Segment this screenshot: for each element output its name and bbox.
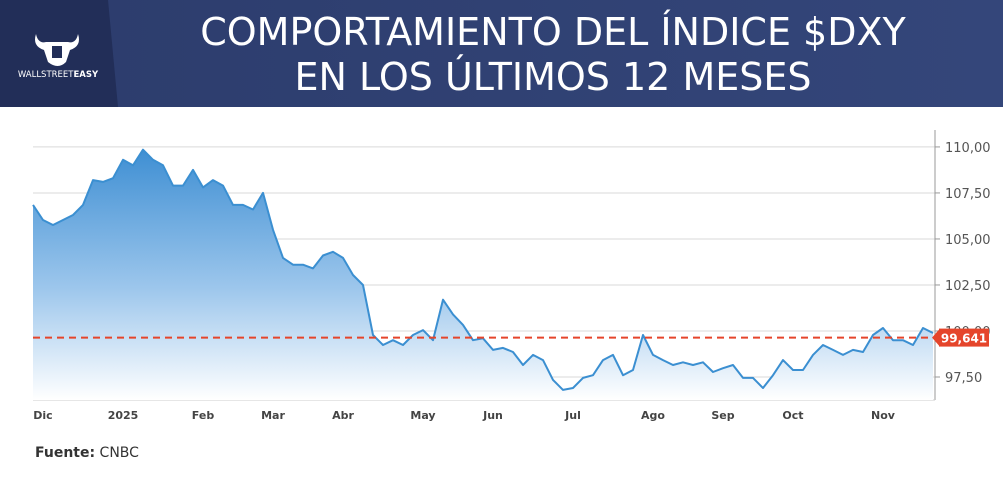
- x-tick-label: Sep: [711, 409, 734, 422]
- x-tick-label: Mar: [261, 409, 285, 422]
- logo-part: WALLSTREET: [18, 70, 74, 80]
- area: [33, 149, 933, 400]
- x-tick-label: Ago: [641, 409, 665, 422]
- y-tick-label: 107,50: [945, 187, 991, 202]
- x-tick-label: Jul: [564, 409, 581, 422]
- header: [0, 0, 1003, 107]
- reference-label-box: [939, 328, 989, 347]
- y-tick-label: 97,50: [945, 371, 982, 386]
- y-tick-label: 105,00: [945, 233, 991, 248]
- x-tick-label: Dic: [33, 409, 52, 422]
- y-tick-label: 102,50: [945, 279, 991, 294]
- source: Fuente: CNBC: [35, 445, 139, 461]
- x-tick-label: Feb: [192, 409, 215, 422]
- logo-icon: [35, 34, 79, 66]
- source-value: CNBC: [100, 445, 140, 461]
- y-tick-label: 110,00: [945, 141, 991, 156]
- chart-title: EN LOS ÚLTIMOS 12 MESES: [295, 55, 812, 99]
- x-tick-label: Nov: [871, 409, 896, 422]
- x-tick-label: May: [410, 409, 435, 422]
- source-label: Fuente:: [35, 445, 95, 461]
- logo-part: EASY: [73, 70, 99, 80]
- x-tick-label: Jun: [482, 409, 503, 422]
- x-tick-label: 2025: [108, 409, 139, 422]
- reference-label: 99,641: [941, 332, 987, 346]
- x-tick-label: Abr: [332, 409, 354, 422]
- x-tick-label: Oct: [782, 409, 803, 422]
- chart-title: COMPORTAMIENTO DEL ÍNDICE $DXY: [200, 10, 906, 54]
- reference-pointer: [932, 329, 939, 346]
- logo-text: WALLSTREETEASY: [18, 70, 99, 80]
